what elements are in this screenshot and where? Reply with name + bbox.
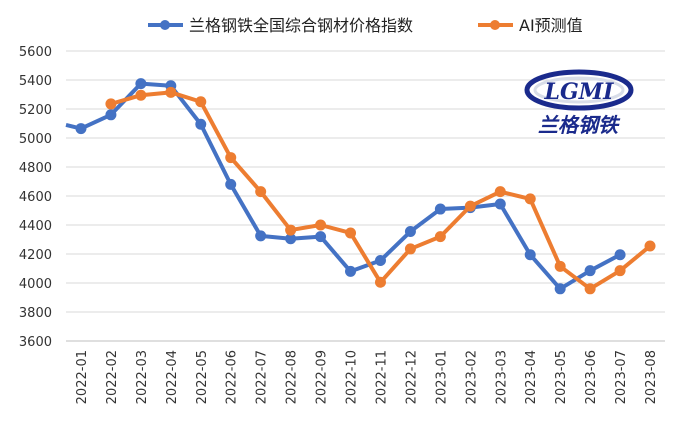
y-tick-label: 4600 — [19, 190, 52, 205]
data-point[interactable] — [644, 240, 656, 252]
data-point[interactable] — [135, 89, 147, 101]
x-tick-label: 2023-02 — [464, 350, 479, 404]
data-point[interactable] — [554, 260, 566, 272]
data-point[interactable] — [554, 283, 566, 295]
y-tick-label: 5400 — [19, 74, 52, 89]
y-tick-label: 5000 — [19, 132, 52, 147]
legend: 兰格钢铁全国综合钢材价格指数 AI预测值 — [148, 16, 583, 35]
x-tick-label: 2022-02 — [105, 350, 120, 404]
legend-label-index: 兰格钢铁全国综合钢材价格指数 — [189, 16, 413, 35]
logo-mark: LGMI — [544, 79, 615, 105]
y-tick-label: 4000 — [19, 277, 52, 292]
data-point[interactable] — [315, 219, 327, 231]
x-tick-label: 2023-01 — [434, 350, 449, 404]
y-tick-label: 3600 — [19, 335, 52, 350]
data-point[interactable] — [434, 231, 446, 243]
y-tick-label: 4200 — [19, 248, 52, 263]
data-point[interactable] — [255, 186, 267, 198]
x-tick-label: 2023-03 — [494, 350, 509, 404]
x-tick-label: 2022-04 — [165, 350, 180, 404]
data-point[interactable] — [345, 265, 357, 277]
data-point[interactable] — [165, 86, 177, 98]
data-point[interactable] — [285, 224, 297, 236]
x-tick-label: 2022-12 — [404, 350, 419, 404]
data-point[interactable] — [494, 186, 506, 198]
data-point[interactable] — [225, 178, 237, 190]
x-tick-label: 2023-05 — [554, 350, 569, 404]
logo-inner-ring-icon — [533, 76, 625, 104]
y-axis-tick-labels: 3600 3800 4000 4200 4400 4600 4800 5000 5200 5400… — [19, 45, 52, 350]
data-point[interactable] — [255, 230, 267, 242]
legend-swatch-index-marker — [160, 20, 170, 30]
legend-label-ai: AI预测值 — [519, 16, 583, 35]
legend-item-index[interactable]: 兰格钢铁全国综合钢材价格指数 — [148, 16, 413, 35]
data-point[interactable] — [614, 249, 626, 261]
x-tick-label: 2023-06 — [584, 350, 599, 404]
data-point[interactable] — [404, 243, 416, 255]
y-tick-label: 4800 — [19, 161, 52, 176]
y-tick-label: 3800 — [19, 306, 52, 321]
series-line — [65, 81, 622, 291]
x-tick-label: 2022-09 — [315, 350, 330, 404]
legend-item-ai[interactable]: AI预测值 — [478, 16, 583, 35]
x-tick-label: 2022-03 — [135, 350, 150, 404]
y-tick-label: 4400 — [19, 219, 52, 234]
data-point[interactable] — [614, 265, 626, 277]
data-point[interactable] — [434, 203, 446, 215]
data-point[interactable] — [524, 193, 536, 205]
x-tick-label: 2022-06 — [225, 350, 240, 404]
data-point[interactable] — [315, 231, 327, 243]
data-point[interactable] — [75, 123, 87, 135]
x-tick-label: 2023-08 — [644, 350, 659, 404]
data-point[interactable] — [285, 233, 297, 245]
series-layer — [65, 78, 656, 295]
data-point[interactable] — [494, 198, 506, 210]
data-point[interactable] — [105, 98, 117, 110]
data-point[interactable] — [374, 276, 386, 288]
logo-ring-icon — [524, 69, 634, 111]
x-axis-tick-labels: 2022-01 2022-02 2022-03 2022-04 2022-05 2022-… — [75, 350, 659, 404]
data-point[interactable] — [404, 226, 416, 238]
y-tick-label: 5200 — [19, 103, 52, 118]
x-tick-label: 2023-04 — [524, 350, 539, 404]
data-point[interactable] — [105, 109, 117, 121]
logo-name: 兰格钢铁 — [538, 113, 621, 137]
x-tick-label: 2022-10 — [345, 350, 360, 404]
data-point[interactable] — [584, 265, 596, 277]
data-point[interactable] — [464, 200, 476, 212]
y-tick-label: 5600 — [19, 45, 52, 60]
x-tick-label: 2022-05 — [195, 350, 210, 404]
data-point[interactable] — [345, 227, 357, 239]
x-tick-label: 2022-11 — [374, 350, 389, 404]
x-tick-label: 2022-01 — [75, 350, 90, 404]
x-tick-label: 2022-07 — [255, 350, 270, 404]
x-tick-label: 2022-08 — [285, 350, 300, 404]
data-point[interactable] — [584, 283, 596, 295]
x-tick-label: 2023-07 — [614, 350, 629, 404]
legend-swatch-ai-marker — [490, 20, 500, 30]
data-point[interactable] — [195, 96, 207, 108]
data-point[interactable] — [195, 118, 207, 130]
series-0 — [65, 78, 626, 295]
data-point[interactable] — [524, 249, 536, 261]
data-point[interactable] — [135, 78, 147, 90]
data-point[interactable] — [374, 255, 386, 267]
series-1 — [105, 86, 656, 295]
brand-logo: LGMI 兰格钢铁 — [524, 69, 634, 137]
data-point[interactable] — [225, 152, 237, 164]
